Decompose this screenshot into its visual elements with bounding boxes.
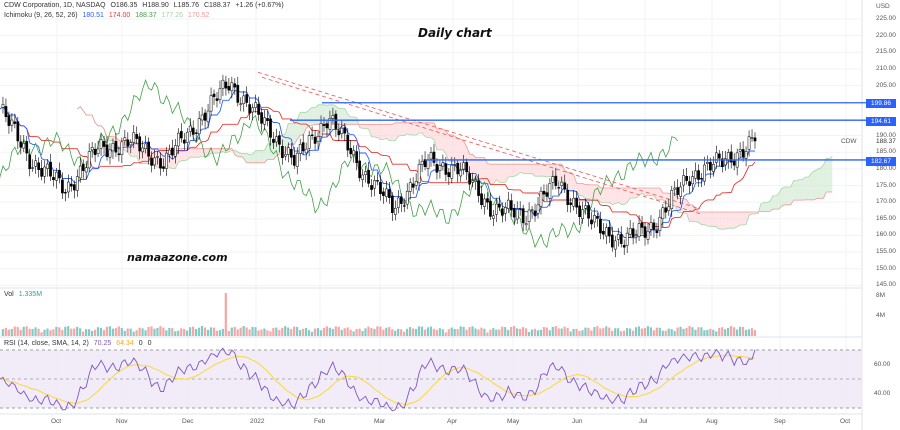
time-label: Aug xyxy=(706,418,718,425)
rsi-tick-60: 60.00 xyxy=(874,361,891,368)
ichimoku-legend[interactable]: Ichimoku (9, 26, 52, 26) 180.51 174.00 1… xyxy=(4,12,212,19)
price-tick: 210.00 xyxy=(876,64,896,72)
time-label: Oct xyxy=(51,418,62,425)
symbol-tag: CDW xyxy=(841,138,857,145)
rsi-extra-1: 0 xyxy=(138,340,143,347)
watermark: namaazone.com xyxy=(127,251,228,264)
volume-value: 1.335M xyxy=(18,291,43,298)
level-tag-182: 182.67 xyxy=(866,157,896,166)
ichimoku-spanb-value: 170.52 xyxy=(188,12,210,19)
chart-title: Daily chart xyxy=(418,26,492,40)
price-tick: 205.00 xyxy=(876,81,896,89)
time-label: 2022 xyxy=(250,418,265,425)
price-tick: 150.00 xyxy=(876,264,896,272)
rsi-band xyxy=(0,350,862,408)
ichimoku-chikou-value: 188.37 xyxy=(135,12,157,19)
level-tag-194: 194.61 xyxy=(866,117,896,126)
rsi-legend[interactable]: RSI (14, close, SMA, 14, 2) 70.25 64.34 … xyxy=(4,340,155,347)
time-label: Sep xyxy=(774,418,786,425)
time-label: Oct xyxy=(840,418,851,425)
price-tick: 145.00 xyxy=(876,281,896,289)
ohlc-change: +1.26 (+0.67%) xyxy=(235,2,284,9)
volume-legend[interactable]: Vol 1.335M xyxy=(4,291,45,298)
time-label: Dec xyxy=(182,418,194,425)
time-label: Jun xyxy=(572,418,583,425)
price-tick: 160.00 xyxy=(876,231,896,239)
price-tick: 225.00 xyxy=(876,15,896,22)
currency-label: USD xyxy=(876,3,890,10)
price-tick: 180.00 xyxy=(876,164,896,172)
time-label: Apr xyxy=(447,418,458,425)
symbol-legend: CDW Corporation, 1D, NASDAQ O186.35 H188… xyxy=(4,2,287,9)
level-tag-199: 199.86 xyxy=(866,99,896,108)
ohlc-low: L185.76 xyxy=(173,2,200,9)
time-label: Feb xyxy=(314,418,326,425)
price-tick: 175.00 xyxy=(876,181,896,189)
price-tick: 220.00 xyxy=(876,31,896,39)
time-label: Mar xyxy=(374,418,386,425)
last-price-label: 188.37 xyxy=(876,138,896,145)
ichimoku-kijun-value: 174.00 xyxy=(108,12,131,19)
price-tick: 215.00 xyxy=(876,48,896,56)
rsi-sma-value: 64.34 xyxy=(116,340,134,347)
ichimoku-label: Ichimoku (9, 26, 52, 26) xyxy=(4,12,78,19)
time-label: Nov xyxy=(116,418,128,425)
time-label: Jul xyxy=(639,418,648,425)
price-tick: 185.00 xyxy=(876,148,896,156)
ohlc-open: O186.35 xyxy=(110,2,138,9)
time-label: May xyxy=(507,418,520,425)
rsi-tick-40: 40.00 xyxy=(874,390,891,397)
rsi-label: RSI (14, close, SMA, 14, 2) xyxy=(4,340,89,347)
price-tick: 170.00 xyxy=(876,198,896,206)
ohlc-high: H188.90 xyxy=(142,2,169,9)
rsi-value: 70.25 xyxy=(93,340,112,347)
symbol-line: CDW Corporation, 1D, NASDAQ xyxy=(4,2,106,9)
price-tick: 155.00 xyxy=(876,248,896,256)
ohlc-close: C188.37 xyxy=(203,2,231,9)
price-tick: 165.00 xyxy=(876,214,896,222)
ichimoku-tenkan-value: 180.51 xyxy=(82,12,104,19)
rsi-extra-2: 0 xyxy=(147,340,152,347)
ichimoku-spana-value: 177.26 xyxy=(161,12,184,19)
volume-tick-4m: 4M xyxy=(876,312,886,319)
price-tick: 190.00 xyxy=(876,131,896,139)
volume-label: Vol xyxy=(4,291,14,298)
volume-tick-8m: 8M xyxy=(876,292,886,299)
